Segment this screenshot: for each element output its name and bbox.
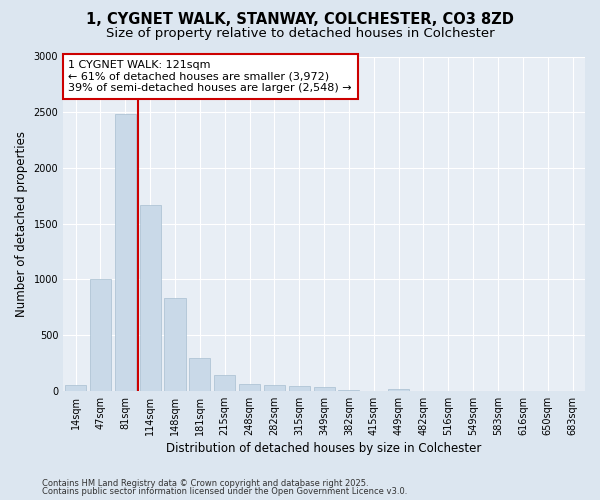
- Text: Contains HM Land Registry data © Crown copyright and database right 2025.: Contains HM Land Registry data © Crown c…: [42, 478, 368, 488]
- Bar: [214, 375, 235, 391]
- Bar: [338, 390, 359, 391]
- Bar: [189, 358, 211, 391]
- Bar: [90, 279, 111, 391]
- Text: 1, CYGNET WALK, STANWAY, COLCHESTER, CO3 8ZD: 1, CYGNET WALK, STANWAY, COLCHESTER, CO3…: [86, 12, 514, 28]
- Text: Size of property relative to detached houses in Colchester: Size of property relative to detached ho…: [106, 28, 494, 40]
- Bar: [289, 386, 310, 391]
- Bar: [65, 384, 86, 391]
- X-axis label: Distribution of detached houses by size in Colchester: Distribution of detached houses by size …: [166, 442, 482, 455]
- Bar: [388, 388, 409, 391]
- Text: Contains public sector information licensed under the Open Government Licence v3: Contains public sector information licen…: [42, 487, 407, 496]
- Bar: [314, 388, 335, 391]
- Bar: [264, 384, 285, 391]
- Bar: [239, 384, 260, 391]
- Bar: [164, 298, 185, 391]
- Y-axis label: Number of detached properties: Number of detached properties: [15, 130, 28, 316]
- Text: 1 CYGNET WALK: 121sqm
← 61% of detached houses are smaller (3,972)
39% of semi-d: 1 CYGNET WALK: 121sqm ← 61% of detached …: [68, 60, 352, 93]
- Bar: [140, 204, 161, 391]
- Bar: [115, 114, 136, 391]
